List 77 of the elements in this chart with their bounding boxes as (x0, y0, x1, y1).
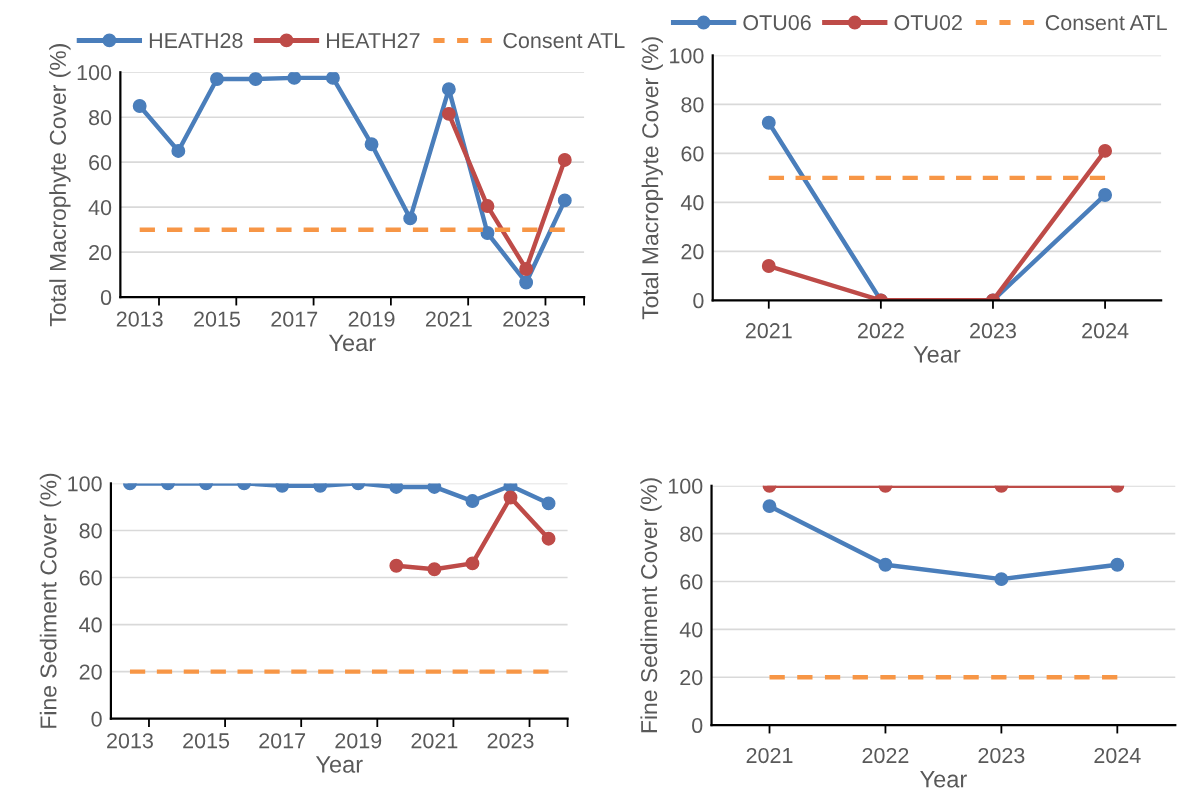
x-tick-label: 2015 (183, 733, 230, 749)
x-axis-title: Year (328, 334, 376, 352)
x-tick-label: 2023 (978, 747, 1025, 764)
point (441, 82, 456, 97)
y-tick-label: 0 (693, 293, 704, 309)
y-tick-label: 80 (680, 526, 703, 542)
x-tick-label: 2023 (503, 311, 550, 327)
y-tick-label: 0 (100, 289, 112, 306)
y-tick-label: 20 (681, 244, 704, 260)
x-tick-label: 2024 (1094, 747, 1141, 764)
y-tick-label: 40 (88, 199, 112, 216)
x-tick-label: 2019 (335, 733, 382, 749)
legend-label: Consent ATL (1045, 15, 1167, 31)
y-tick-label: 80 (681, 97, 704, 113)
y-axis-title: Fine Sediment Cover (%) (640, 478, 662, 733)
x-tick-label: 2023 (487, 733, 534, 749)
y-tick-label: 40 (680, 195, 704, 211)
point (248, 72, 263, 86)
point (1098, 188, 1113, 202)
y-tick-label: 20 (89, 244, 112, 261)
point (519, 262, 534, 276)
y-tick-label: 20 (680, 670, 703, 686)
x-axis-title: Year (920, 771, 967, 788)
x-tick-label: 2021 (425, 311, 472, 327)
y-axis-title: Fine Sediment Cover (%) (39, 473, 62, 728)
y-tick-label: 100 (668, 478, 703, 494)
x-tick-label: 2021 (745, 323, 792, 339)
point (519, 275, 534, 290)
point (441, 106, 456, 121)
x-tick-label: 2024 (1082, 323, 1129, 339)
y-tick-label: 60 (680, 574, 703, 590)
y-tick-label: 80 (79, 523, 102, 539)
point (761, 115, 776, 130)
x-axis-title: Year (315, 756, 363, 773)
x-tick-label: 2017 (271, 311, 318, 327)
point (480, 226, 495, 240)
x-tick-label: 2021 (411, 733, 458, 749)
legend-label: HEATH27 (327, 32, 420, 48)
y-tick-label: 80 (89, 110, 112, 126)
point (364, 137, 379, 152)
point (132, 99, 147, 113)
x-tick-label: 2022 (858, 323, 904, 339)
legend-label: HEATH28 (149, 32, 243, 49)
point (287, 72, 302, 85)
y-tick-label: 0 (91, 711, 102, 727)
y-tick-label: 0 (692, 717, 703, 734)
point (557, 153, 572, 167)
point (325, 72, 340, 85)
point (171, 144, 186, 158)
y-tick-label: 60 (89, 154, 112, 171)
y-tick-label: 60 (681, 146, 704, 162)
y-tick-label: 100 (670, 48, 704, 64)
y-axis-title: Total Macrophyte Cover (%) (641, 37, 663, 320)
y-tick-label: 40 (79, 617, 102, 633)
x-tick-label: 2017 (259, 733, 306, 749)
point (557, 193, 572, 208)
x-tick-label: 2019 (348, 311, 395, 327)
legend-label: OTU02 (894, 15, 962, 31)
point (403, 211, 418, 226)
y-tick-label: 100 (68, 476, 102, 492)
x-tick-label: 2021 (746, 747, 793, 764)
y-tick-label: 40 (679, 622, 703, 638)
x-tick-label: 2013 (107, 733, 153, 749)
legend-label: Consent ATL (503, 32, 625, 49)
y-tick-label: 20 (79, 664, 102, 680)
y-axis-title: Total Macrophyte Cover (%) (49, 44, 71, 327)
legend-label: OTU06 (743, 15, 811, 31)
x-tick-label: 2015 (194, 311, 241, 327)
point (210, 72, 224, 86)
x-axis-title: Year (913, 346, 961, 363)
x-tick-label: 2023 (970, 323, 1016, 339)
point (1098, 143, 1113, 158)
y-tick-label: 60 (79, 570, 102, 586)
point (480, 199, 495, 213)
x-tick-label: 2013 (116, 311, 163, 327)
x-tick-label: 2022 (862, 747, 909, 764)
y-tick-label: 100 (77, 65, 112, 81)
